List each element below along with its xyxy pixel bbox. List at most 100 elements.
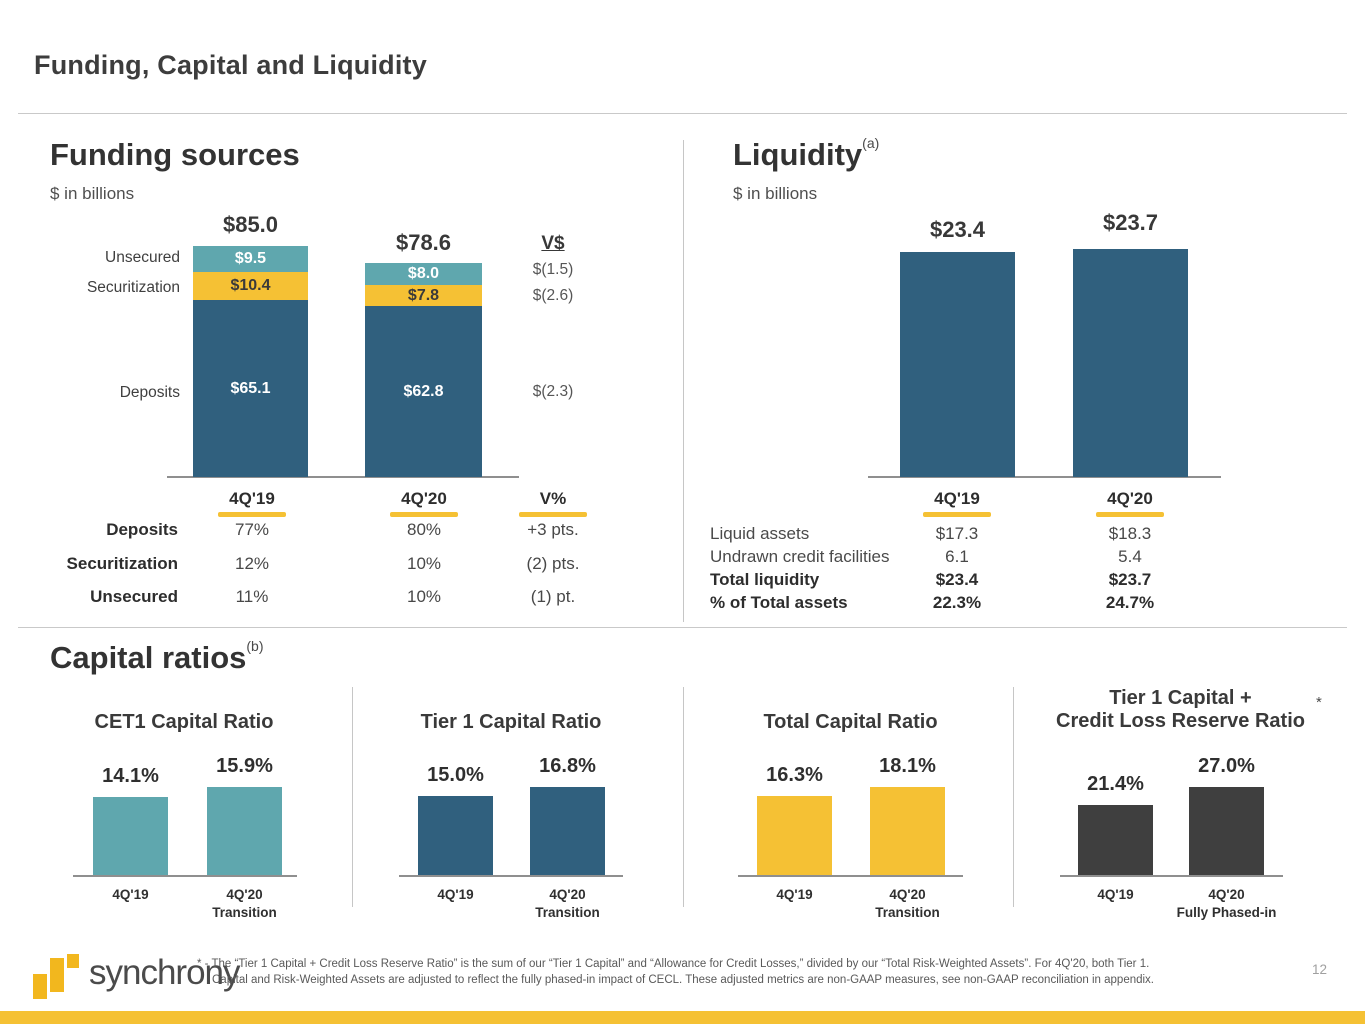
- x-label-line: 4Q'19: [112, 887, 149, 902]
- tier1-capital-ratio-x-label: 4Q'19: [391, 886, 521, 904]
- cet1-capital-ratio-bar-1: [207, 787, 282, 875]
- x-label-line: 4Q'20: [889, 887, 926, 902]
- variance-dollar-header: V$: [541, 233, 565, 254]
- cet1-capital-ratio-value-label: 15.9%: [216, 755, 273, 777]
- liquidity-x-axis: [868, 476, 1221, 478]
- bar-segment-value: $10.4: [230, 277, 271, 294]
- variance-unsecured: $(1.5): [532, 261, 574, 278]
- funding-row-label-deposits: Deposits: [106, 520, 178, 539]
- header-underline: [390, 512, 458, 517]
- section-divider-vertical: [683, 140, 684, 622]
- capital-chart-divider: [352, 687, 353, 907]
- synchrony-logo-bar: [67, 954, 79, 968]
- cet1-capital-ratio-value-label: 14.1%: [102, 765, 159, 787]
- funding-subtitle: $ in billions: [50, 184, 135, 203]
- liquidity-total-4q19: $23.4: [929, 217, 986, 242]
- x-label-line: Transition: [212, 905, 277, 920]
- segment-label-deposits: Deposits: [119, 384, 180, 401]
- footnote-line-1: * - The “Tier 1 Capital + Credit Loss Re…: [197, 958, 1150, 970]
- total-capital-ratio-bar-1: [870, 787, 945, 875]
- capital-section-divider: [18, 627, 1347, 628]
- funding-bar-4Q20-securitization: $7.8: [365, 285, 482, 306]
- variance-securitization: $(2.6): [532, 287, 574, 304]
- tier1-clr-chart-title: Tier 1 Capital + Credit Loss Reserve Rat…: [1028, 687, 1333, 733]
- table-cell: +3 pts.: [527, 520, 579, 539]
- total-capital-chart-title: Total Capital Ratio: [763, 711, 938, 733]
- funding-total-4q20: $78.6: [395, 230, 452, 255]
- page-number: 12: [1312, 962, 1328, 977]
- funding-col-header-v-pct: V%: [539, 489, 567, 508]
- header-underline: [923, 512, 991, 517]
- bar-segment-value: $7.8: [407, 286, 440, 304]
- tier1-capital-ratio-value-label: 15.0%: [427, 764, 484, 786]
- x-label-line: Transition: [535, 905, 600, 920]
- liquidity-row-label-total: Total liquidity: [710, 570, 820, 589]
- x-label-line: 4Q'20: [549, 887, 586, 902]
- capital-chart-divider: [683, 687, 684, 907]
- x-label-line: Transition: [875, 905, 940, 920]
- tier1-chart-title: Tier 1 Capital Ratio: [420, 711, 602, 733]
- tier1-plus-credit-loss-reserve-ratio-bar-0: [1078, 805, 1153, 875]
- funding-sources-heading: Funding sources: [50, 137, 300, 172]
- tier1-capital-ratio-bar-1: [530, 787, 605, 875]
- synchrony-logo-text: synchrony: [89, 953, 241, 992]
- x-label-line: 4Q'19: [1097, 887, 1134, 902]
- funding-bar-4Q19-securitization: $10.4: [193, 272, 308, 300]
- liquidity-heading: Liquidity(a): [733, 134, 880, 173]
- liquidity-heading-text: Liquidity: [733, 137, 863, 172]
- capital-footnote-marker: (b): [246, 637, 264, 654]
- synchrony-logo-bar: [50, 958, 64, 992]
- liquidity-bar-4Q19: [900, 252, 1015, 477]
- liquidity-row-label: Undrawn credit facilities: [710, 547, 890, 566]
- table-cell: (2) pts.: [526, 554, 580, 573]
- page-title: Funding, Capital and Liquidity: [34, 50, 427, 80]
- total-capital-x-axis: [738, 875, 963, 877]
- tier1-plus-credit-loss-reserve-ratio-x-label: 4Q'20 Fully Phased-in: [1162, 886, 1292, 922]
- table-cell: $23.4: [935, 570, 979, 589]
- tier1-plus-credit-loss-reserve-ratio-value-label: 21.4%: [1087, 773, 1144, 795]
- tier1-plus-credit-loss-reserve-ratio-x-label: 4Q'19: [1051, 886, 1181, 904]
- table-cell: $23.7: [1108, 570, 1152, 589]
- cet1-capital-ratio-x-label: 4Q'20 Transition: [180, 886, 310, 922]
- table-cell: 5.4: [1118, 547, 1142, 566]
- header-underline: [519, 512, 587, 517]
- segment-label-unsecured: Unsecured: [105, 249, 180, 266]
- total-capital-ratio-bar-0: [757, 796, 832, 875]
- capital-ratios-heading: Capital ratios(b): [50, 637, 264, 676]
- liquidity-footnote-marker: (a): [862, 134, 880, 151]
- x-label-line: 4Q'20: [1208, 887, 1245, 902]
- tier1-capital-ratio-bar-0: [418, 796, 493, 875]
- footnote-line-2: Capital and Risk-Weighted Assets are adj…: [212, 974, 1155, 986]
- bar-segment-value: $9.5: [234, 250, 267, 267]
- tier1-clr-x-axis: [1060, 875, 1283, 877]
- synchrony-logo-bar: [33, 974, 47, 999]
- bar-segment-value: $62.8: [403, 382, 444, 400]
- total-capital-ratio-x-label: 4Q'19: [730, 886, 860, 904]
- total-capital-ratio-x-label: 4Q'20 Transition: [843, 886, 973, 922]
- tier1-capital-ratio-value-label: 16.8%: [539, 755, 596, 777]
- table-cell: 22.3%: [932, 593, 982, 612]
- tier1-clr-title-line2: Credit Loss Reserve Ratio: [1056, 710, 1305, 732]
- liquidity-row-label: Liquid assets: [710, 524, 810, 543]
- liquidity-col-header-4q20: 4Q'20: [1107, 489, 1153, 508]
- x-label-line: 4Q'20: [226, 887, 263, 902]
- funding-bar-4Q19-deposits: $65.1: [193, 300, 308, 477]
- liquidity-total-4q20: $23.7: [1102, 210, 1159, 235]
- title-divider: [18, 113, 1347, 114]
- table-cell: 10%: [406, 587, 442, 606]
- table-cell: 24.7%: [1105, 593, 1155, 612]
- table-cell: 80%: [406, 520, 442, 539]
- tier1-x-axis: [399, 875, 623, 877]
- table-cell: (1) pt.: [530, 587, 576, 606]
- funding-x-axis: [167, 476, 519, 478]
- x-label-line: 4Q'19: [437, 887, 474, 902]
- table-cell: 77%: [234, 520, 270, 539]
- funding-col-header-4q19: 4Q'19: [229, 489, 275, 508]
- capital-chart-divider: [1013, 687, 1014, 907]
- segment-label-securitization: Securitization: [86, 279, 180, 296]
- table-cell: 11%: [235, 587, 269, 606]
- header-underline: [218, 512, 286, 517]
- liquidity-subtitle: $ in billions: [733, 184, 818, 203]
- liquidity-col-header-4q19: 4Q'19: [934, 489, 980, 508]
- cet1-chart-title: CET1 Capital Ratio: [94, 711, 274, 733]
